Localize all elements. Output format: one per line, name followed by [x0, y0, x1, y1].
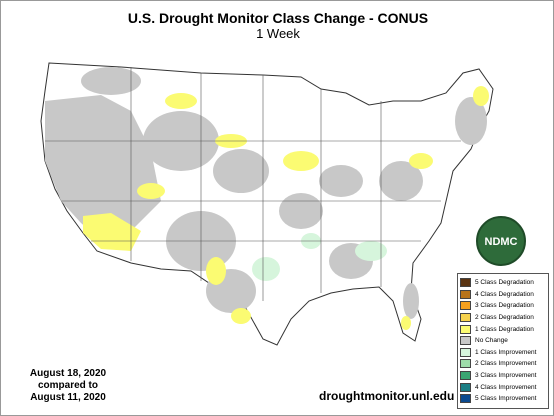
legend-swatch: [460, 359, 471, 369]
state-line: [45, 67, 461, 301]
yellow-area: [473, 86, 489, 106]
legend-label: 1 Class Improvement: [475, 348, 537, 356]
yellow-area: [283, 151, 319, 171]
legend-swatch: [460, 278, 471, 288]
legend-item: 4 Class Degradation: [460, 289, 546, 301]
logo: NDMC: [476, 216, 526, 266]
gray-area: [455, 97, 487, 145]
subtitle: 1 Week: [256, 26, 300, 41]
legend-item: 1 Class Improvement: [460, 347, 546, 359]
legend-swatch: [460, 371, 471, 381]
legend-swatch: [460, 313, 471, 323]
state-lines: [45, 67, 461, 301]
legend-item: No Change: [460, 335, 546, 347]
legend-label: 2 Class Improvement: [475, 360, 537, 368]
legend-swatch: [460, 382, 471, 392]
legend-label: 4 Class Degradation: [475, 290, 534, 298]
legend-swatch: [460, 347, 471, 357]
gray-area: [379, 161, 423, 201]
degradation-areas: [83, 86, 489, 330]
legend-label: 1 Class Degradation: [475, 325, 534, 333]
legend-item: 2 Class Degradation: [460, 312, 546, 324]
legend-item: 2 Class Improvement: [460, 358, 546, 370]
url: droughtmonitor.unl.edu: [319, 389, 455, 403]
title: U.S. Drought Monitor Class Change - CONU…: [127, 10, 429, 26]
yellow-area: [401, 316, 411, 330]
yellow-area: [409, 153, 433, 169]
legend-label: 3 Class Improvement: [475, 372, 537, 380]
legend-swatch: [460, 324, 471, 334]
legend-label: 5 Class Improvement: [475, 395, 537, 403]
legend-swatch: [460, 394, 471, 404]
current-date: August 18, 2020: [29, 368, 107, 379]
logo-circle: [476, 216, 526, 266]
yellow-area: [231, 308, 251, 324]
previous-date: August 11, 2020: [30, 392, 106, 403]
connector: compared to: [37, 380, 98, 391]
logo-text: NDMC: [485, 236, 518, 248]
legend-item: 5 Class Degradation: [460, 277, 546, 289]
yellow-area: [83, 213, 141, 251]
legend-label: 4 Class Improvement: [475, 383, 537, 391]
gray-area: [81, 67, 141, 95]
gray-area: [279, 193, 323, 229]
improvement-areas: [252, 233, 387, 281]
legend-item: 1 Class Degradation: [460, 323, 546, 335]
legend-label: 2 Class Degradation: [475, 314, 534, 322]
yellow-area: [165, 93, 197, 109]
gray-area: [213, 149, 269, 193]
legend: 5 Class Degradation 4 Class Degradation 3 …: [457, 273, 549, 409]
legend-swatch: [460, 301, 471, 311]
legend-item: 4 Class Improvement: [460, 381, 546, 393]
legend-label: 3 Class Degradation: [475, 302, 534, 310]
green-area: [252, 257, 280, 281]
legend-item: 5 Class Improvement: [460, 393, 546, 405]
yellow-area: [137, 183, 165, 199]
green-area: [355, 241, 387, 261]
west-gray: [45, 95, 161, 241]
legend-swatch: [460, 289, 471, 299]
legend-label: No Change: [475, 337, 508, 345]
legend-label: 5 Class Degradation: [475, 279, 534, 287]
yellow-area: [206, 257, 226, 285]
legend-item: 3 Class Improvement: [460, 370, 546, 382]
gray-area: [403, 283, 419, 319]
gray-area: [319, 165, 363, 197]
legend-swatch: [460, 336, 471, 346]
dates: August 18, 2020 compared to August 11, 2…: [23, 368, 113, 404]
legend-item: 3 Class Degradation: [460, 300, 546, 312]
